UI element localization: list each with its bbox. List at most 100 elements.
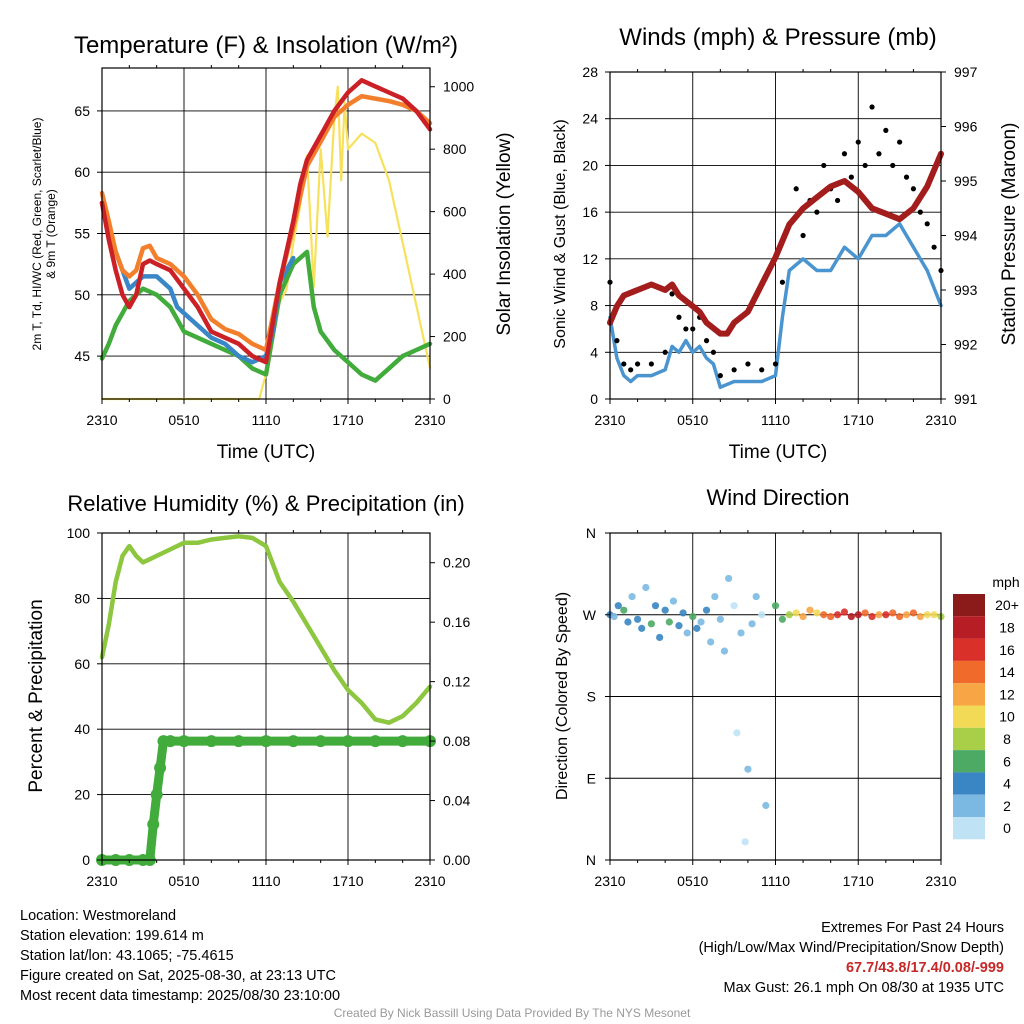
wind-gust-point xyxy=(800,232,806,239)
direction-point xyxy=(840,608,849,616)
y-tick-label: 65 xyxy=(74,103,90,119)
direction-point xyxy=(679,609,687,617)
x-tick-label: 2310 xyxy=(594,873,625,889)
temperature-y2-label: Solar Insolation (Yellow) xyxy=(494,132,515,335)
y-tick-label: 4 xyxy=(590,344,598,360)
direction-point xyxy=(675,622,683,630)
wind-gust-point xyxy=(834,197,841,204)
extremes-title: Extremes For Past 24 Hours xyxy=(821,920,1004,936)
y2-tick-label: 200 xyxy=(443,329,467,345)
winds-axis-ticks: 2310 0510 1110 1710 2310 0 4 8 12 16 20 24 28 991 992 9… xyxy=(582,64,977,428)
direction-point xyxy=(638,624,646,632)
colorbar-swatch xyxy=(953,727,985,751)
speed-colorbar: 20+ 18 16 14 12 10 8 6 4 2 0 xyxy=(953,594,1019,840)
wind-gust-point xyxy=(779,279,785,285)
y2-tick-label: 0.12 xyxy=(443,674,470,690)
wind-gust-point xyxy=(648,361,654,367)
temperature-panel: Temperature (F) & Insolation (W/m²) 2310… xyxy=(30,32,515,463)
precipitation-point xyxy=(369,735,382,748)
y-tick-label: N xyxy=(586,525,596,541)
x-tick-label: 2310 xyxy=(86,873,117,889)
y2-tick-label: 997 xyxy=(954,64,978,80)
x-tick-label: 0510 xyxy=(677,873,708,889)
direction-point xyxy=(620,606,628,614)
y2-tick-label: 400 xyxy=(443,266,467,282)
y-tick-label: E xyxy=(587,770,596,786)
wind-gust-point xyxy=(841,151,848,157)
wind-gust-point xyxy=(924,221,930,227)
direction-point xyxy=(697,618,705,626)
precipitation-point xyxy=(260,735,272,748)
y2-tick-label: 993 xyxy=(954,282,978,298)
direction-point xyxy=(854,611,862,619)
precipitation-point xyxy=(287,735,300,748)
direction-point xyxy=(737,629,745,637)
direction-point xyxy=(647,620,655,628)
direction-point xyxy=(624,618,632,626)
extremes-values: 67.7/43.8/17.4/0.08/-999 xyxy=(845,960,1004,976)
wind-gust-point xyxy=(910,186,917,192)
colorbar-tick-label: 16 xyxy=(999,642,1015,658)
direction-point xyxy=(733,729,741,737)
x-tick-label: 1710 xyxy=(332,412,363,428)
humidity-y-label: Percent & Precipitation xyxy=(26,599,47,792)
x-tick-label: 1710 xyxy=(843,412,874,428)
x-tick-label: 1110 xyxy=(761,873,790,889)
direction-point xyxy=(702,606,711,614)
direction-point xyxy=(752,592,760,601)
direction-point xyxy=(778,615,786,623)
colorbar-tick-label: 6 xyxy=(1003,753,1011,769)
recent-timestamp: Most recent data timestamp: 2025/08/30 2… xyxy=(20,988,341,1004)
x-tick-label: 1110 xyxy=(251,873,280,889)
colorbar-swatch xyxy=(953,705,985,728)
direction-point xyxy=(651,602,660,610)
y-tick-label: 20 xyxy=(582,157,598,173)
precipitation-point xyxy=(178,735,190,748)
winds-gridlines xyxy=(609,71,942,400)
wind-gust-point xyxy=(759,367,765,373)
direction-point xyxy=(916,612,924,621)
y-tick-label: 80 xyxy=(74,590,90,606)
direction-point xyxy=(806,606,814,614)
y2-tick-label: 600 xyxy=(443,204,467,220)
winds-x-label: Time (UTC) xyxy=(729,442,828,463)
y2-tick-label: 994 xyxy=(954,228,978,244)
direction-point xyxy=(799,612,807,621)
direction-point xyxy=(875,611,883,619)
x-tick-label: 1110 xyxy=(761,412,790,428)
direction-y-label: Direction (Colored By Speed) xyxy=(554,592,571,800)
wind-gust-point xyxy=(634,361,641,367)
wind-gust-point xyxy=(662,349,668,355)
y2-tick-label: 992 xyxy=(954,337,978,353)
x-tick-label: 1710 xyxy=(332,873,363,889)
wind-gust-point xyxy=(614,338,620,344)
y2-tick-label: 1000 xyxy=(443,79,474,95)
wind-speed-line xyxy=(608,222,943,390)
direction-point xyxy=(902,611,911,619)
precipitation-point xyxy=(232,735,245,748)
wind-gust-point xyxy=(876,151,882,157)
extremes-info: Extremes For Past 24 Hours (High/Low/Max… xyxy=(699,918,1004,998)
direction-point xyxy=(744,765,752,773)
wind-gust-point xyxy=(931,244,937,250)
y-tick-label: 100 xyxy=(67,525,91,541)
colorbar-swatch xyxy=(953,594,985,617)
wind-gust-point xyxy=(669,291,675,297)
y2-tick-label: 0 xyxy=(443,391,451,407)
y-tick-label: 24 xyxy=(582,111,598,127)
colorbar-swatch xyxy=(953,817,985,840)
direction-point xyxy=(930,611,938,619)
wind-gust-point xyxy=(855,139,861,145)
humidity-panel: Relative Humidity (%) & Precipitation (i… xyxy=(26,491,470,889)
temperature-x-label: Time (UTC) xyxy=(217,442,316,463)
y2-tick-label: 0.16 xyxy=(443,614,470,630)
direction-point xyxy=(656,633,664,642)
direction-point xyxy=(628,592,636,601)
y2-tick-label: 996 xyxy=(954,119,978,135)
direction-point xyxy=(741,838,749,846)
temperature-title: Temperature (F) & Insolation (W/m²) xyxy=(74,32,458,59)
direction-points xyxy=(606,574,945,846)
colorbar-tick-label: 14 xyxy=(999,664,1015,680)
